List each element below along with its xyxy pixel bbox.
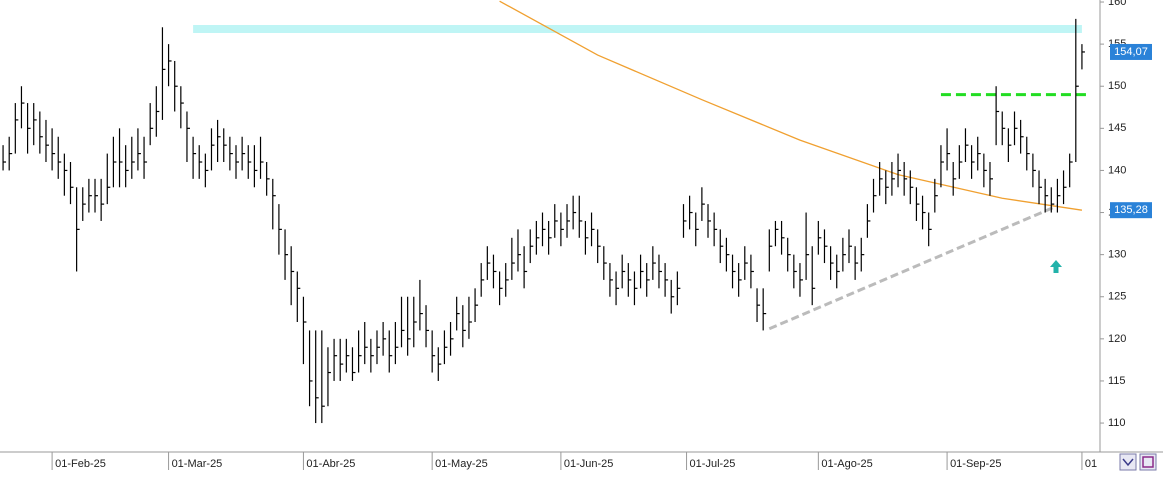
y-tick-label: 120 <box>1108 333 1126 345</box>
x-tick-label: 01-Jun-25 <box>564 458 614 470</box>
y-tick-label: 115 <box>1108 375 1126 387</box>
save-button[interactable] <box>1139 453 1157 471</box>
trend-line <box>768 204 1059 331</box>
price-label: 135,28 <box>1114 204 1148 216</box>
y-tick-label: 130 <box>1108 249 1126 261</box>
x-tick-label: 01-Feb-25 <box>55 458 106 470</box>
y-tick-label: 125 <box>1108 291 1126 303</box>
price-label: 154,07 <box>1114 46 1148 58</box>
save-icon <box>1142 456 1154 468</box>
x-tick-label: 01-Mar-25 <box>172 458 223 470</box>
y-tick-label: 160 <box>1108 0 1126 8</box>
x-tick-label: 01-Jul-25 <box>690 458 736 470</box>
moving-average <box>499 0 1083 211</box>
x-tick-label: 01-May-25 <box>435 458 488 470</box>
y-tick-label: 150 <box>1108 80 1126 92</box>
x-tick-label: 01 <box>1085 458 1097 470</box>
signal-arrow <box>1050 260 1062 273</box>
y-tick-label: 140 <box>1108 164 1126 176</box>
y-tick-label: 145 <box>1108 122 1126 134</box>
price-label-box <box>1110 43 1152 60</box>
x-tick-label: 01-Abr-25 <box>306 458 355 470</box>
y-tick-label: 110 <box>1108 417 1126 429</box>
x-tick-label: 01-Sep-25 <box>950 458 1001 470</box>
price-label-box <box>1110 202 1152 219</box>
zoom-icon <box>1122 458 1134 467</box>
x-tick-label: 01-Ago-25 <box>821 458 872 470</box>
zoom-button[interactable] <box>1119 453 1137 471</box>
